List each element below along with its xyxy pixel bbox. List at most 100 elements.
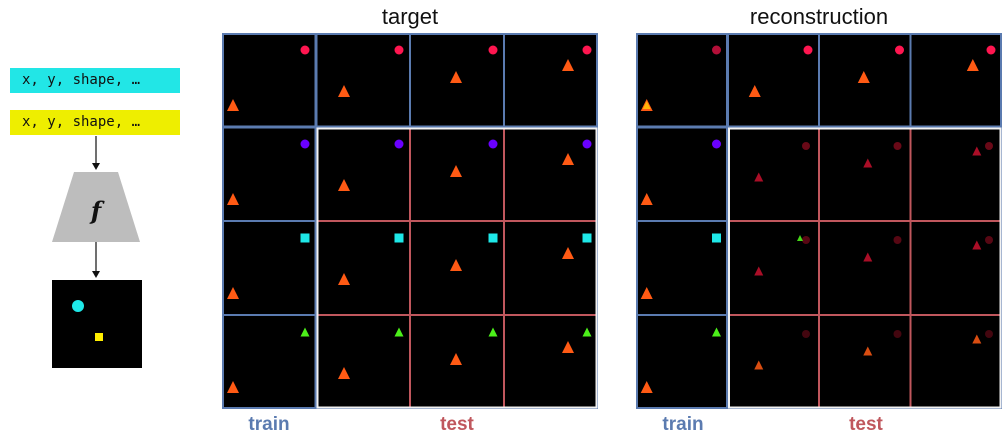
- cell-background: [222, 221, 316, 315]
- cell-background: [727, 315, 819, 409]
- blurred-row-object: [802, 236, 810, 244]
- cell-r2-c2: [819, 221, 911, 315]
- row-object-circle: [300, 139, 310, 149]
- row-object-circle: [582, 45, 592, 55]
- cell-background: [910, 221, 1002, 315]
- cell-background: [819, 315, 911, 409]
- cell-background: [504, 315, 598, 409]
- cell-r1-c2: [410, 127, 504, 221]
- column-object-triangle: [966, 59, 979, 71]
- arrow-head-2: [92, 271, 100, 278]
- cell-r0-c2: [410, 33, 504, 127]
- cell-background: [504, 221, 598, 315]
- column-object-triangle: [338, 179, 350, 191]
- blurred-row-object: [985, 236, 993, 244]
- row-object-circle: [394, 45, 404, 55]
- blurred-column-object: [863, 252, 873, 262]
- cell-r2-c0: [636, 221, 728, 315]
- row-object-circle: [488, 45, 498, 55]
- row-object-square: [488, 233, 498, 243]
- column-object-triangle: [640, 193, 653, 205]
- cell-r1-c1: [727, 127, 819, 221]
- column-object-triangle: [857, 71, 870, 83]
- row-object-circle: [712, 139, 721, 149]
- cell-r2-c1: [316, 221, 410, 315]
- cell-r1-c2: [819, 127, 911, 221]
- cell-r1-c1: [316, 127, 410, 221]
- blurred-row-object: [893, 236, 902, 244]
- row-object-circle: [895, 45, 904, 55]
- column-object-triangle: [227, 381, 239, 393]
- cell-r3-c2: [819, 315, 911, 409]
- row-object-circle: [986, 45, 996, 55]
- cell-background: [222, 33, 316, 127]
- cell-r2-c3: [504, 221, 598, 315]
- row-object-triangle: [488, 327, 498, 337]
- row-object-square: [582, 233, 592, 243]
- decoder-label: f: [90, 196, 102, 225]
- blurred-row-object: [893, 142, 902, 150]
- blurred-column-object: [754, 360, 764, 370]
- cell-r2-c0: [222, 221, 316, 315]
- target-test-label: test: [440, 414, 474, 435]
- blurred-row-object: [802, 142, 810, 150]
- cell-background: [316, 33, 410, 127]
- decoder-diagram: [52, 136, 142, 368]
- cell-r0-c1: [316, 33, 410, 127]
- blurred-row-object: [893, 330, 902, 338]
- row-object-triangle: [582, 327, 592, 337]
- cell-r0-c2: [819, 33, 911, 127]
- column-object-triangle: [562, 59, 574, 71]
- cell-r2-c2: [410, 221, 504, 315]
- cell-r3-c0: [636, 315, 728, 409]
- row-object-triangle: [300, 327, 310, 337]
- cell-r3-c1: [727, 315, 819, 409]
- blurred-row-object: [985, 330, 993, 338]
- column-object-triangle: [227, 287, 239, 299]
- cell-background: [504, 127, 598, 221]
- cell-r1-c3: [910, 127, 1002, 221]
- column-object-triangle: [640, 381, 653, 393]
- column-object-triangle: [562, 341, 574, 353]
- cell-background: [636, 315, 728, 409]
- row-object-circle: [712, 45, 721, 55]
- cell-r3-c1: [316, 315, 410, 409]
- column-object-triangle: [227, 99, 239, 111]
- decoder-trapezoid: [52, 172, 140, 242]
- column-object-triangle: [227, 193, 239, 205]
- column-object-triangle: [338, 367, 350, 379]
- reconstruction-train-label: train: [662, 414, 704, 435]
- cell-background: [819, 127, 911, 221]
- blurred-column-object: [972, 146, 982, 156]
- blurred-column-object: [754, 266, 764, 276]
- cell-background: [316, 315, 410, 409]
- blurred-column-object: [972, 334, 982, 344]
- cell-r3-c3: [504, 315, 598, 409]
- cell-r0-c0: [222, 33, 316, 127]
- blurred-row-object: [802, 330, 810, 338]
- output-circle: [72, 300, 84, 312]
- cell-background: [316, 221, 410, 315]
- output-image: [52, 280, 142, 368]
- column-object-triangle: [562, 247, 574, 259]
- output-square: [95, 333, 103, 341]
- reconstruction-grid: [636, 33, 1002, 409]
- cell-background: [910, 127, 1002, 221]
- column-object-triangle: [450, 353, 462, 365]
- cell-r1-c0: [222, 127, 316, 221]
- cell-background: [727, 221, 819, 315]
- cell-r3-c0: [222, 315, 316, 409]
- cell-r2-c1: [727, 221, 819, 315]
- cell-background: [504, 33, 598, 127]
- latent-slot-1: x, y, shape, …: [10, 68, 180, 93]
- cell-background: [316, 127, 410, 221]
- row-object-square: [300, 233, 310, 243]
- blurred-green-mark: [797, 235, 803, 241]
- target-grid: [222, 33, 598, 409]
- row-object-circle: [803, 45, 813, 55]
- column-object-triangle: [450, 71, 462, 83]
- blurred-column-object: [972, 240, 982, 250]
- cell-background: [910, 315, 1002, 409]
- column-object-triangle: [748, 85, 761, 97]
- blurred-overlap: [642, 101, 651, 109]
